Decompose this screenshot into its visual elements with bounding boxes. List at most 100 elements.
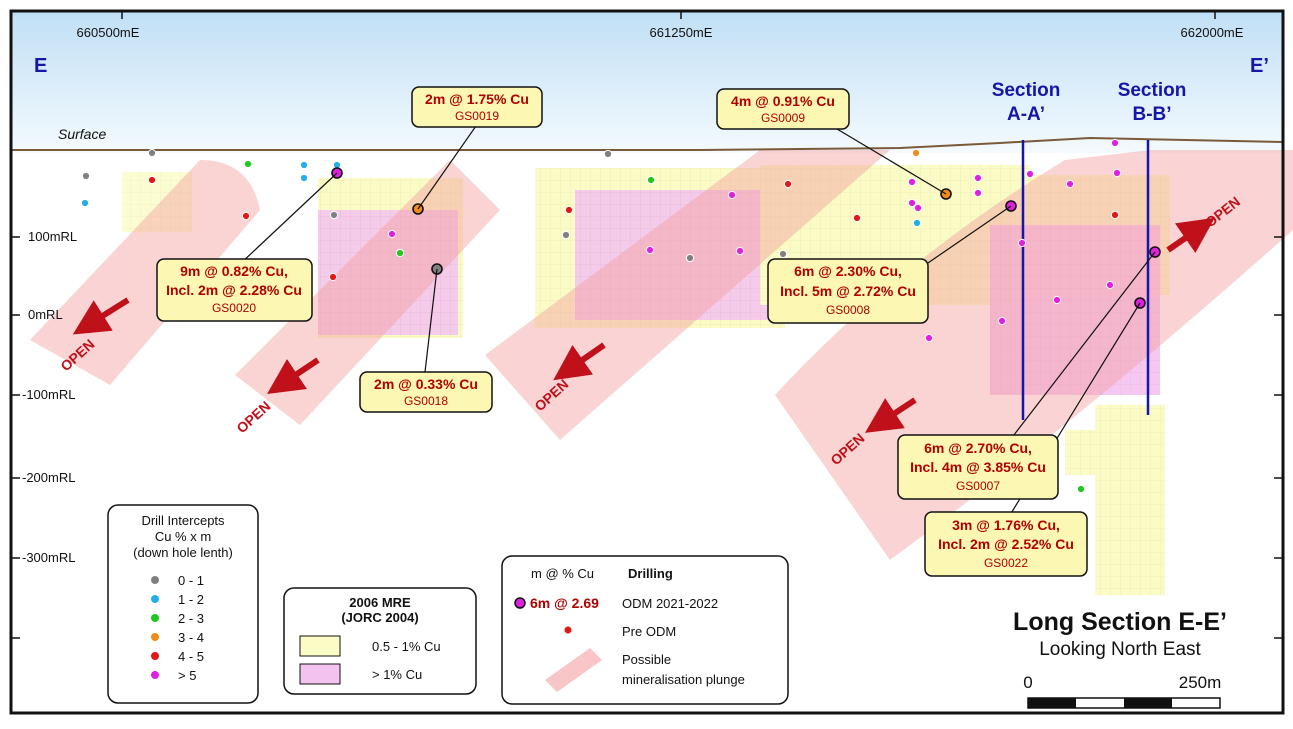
drill-intercept-dot [328, 272, 338, 282]
rl-label: 0mRL [28, 307, 63, 322]
callout-hole-id: GS0019 [455, 109, 499, 123]
drill-intercept-dot [299, 173, 309, 183]
rl-label: -300mRL [22, 550, 75, 565]
drill-intercept-dot [1110, 210, 1120, 220]
drill-intercept-dot [1017, 238, 1027, 248]
plunge-swatch [545, 648, 602, 692]
callout-gs0007: 6m @ 2.70% Cu, Incl. 4m @ 3.85% Cu GS000… [897, 434, 1059, 500]
legend-item-label: 0.5 - 1% Cu [372, 639, 441, 654]
legend-intercept-dot [151, 671, 159, 679]
legend-title: (JORC 2004) [341, 610, 418, 625]
surface-line [11, 136, 1284, 151]
drill-intercept-dot [685, 253, 695, 263]
drill-intercept-dot [1025, 169, 1035, 179]
legend-odm-label: ODM 2021-2022 [622, 596, 718, 611]
callout-result: 6m @ 2.70% Cu, [924, 440, 1032, 456]
odm-symbol [514, 597, 526, 609]
map-frame [9, 9, 1285, 715]
rl-label: -200mRL [22, 470, 75, 485]
legend-item-label: > 1% Cu [372, 667, 422, 682]
drill-intercept-dot [241, 211, 251, 221]
legend-header: Drilling [628, 566, 673, 581]
drill-intercept-dot [907, 177, 917, 187]
legend-intercept-dot [151, 652, 159, 660]
easting-label: 662000mE [1181, 25, 1244, 40]
drill-intercept-dot [1052, 295, 1062, 305]
callout-result: 2m @ 0.33% Cu [374, 376, 478, 392]
legend-swatch-yellow [299, 635, 341, 657]
callout-hole-id: GS0020 [212, 301, 256, 315]
callout-result-incl: Incl. 2m @ 2.52% Cu [938, 536, 1074, 552]
scale-start-label: 0 [1023, 673, 1032, 692]
legend-drill-intercepts: Drill Intercepts Cu % x m (down hole len… [107, 504, 259, 704]
section-end-label: E [34, 55, 47, 77]
callout-result: 2m @ 1.75% Cu [425, 91, 529, 107]
legend-drilling: m @ % Cu Drilling 6m @ 2.69 ODM 2021-202… [501, 555, 789, 705]
easting-label: 661250mE [650, 25, 713, 40]
callout-result: 6m @ 2.30% Cu, [794, 263, 902, 279]
callout-gs0019: 2m @ 1.75% Cu GS0019 [411, 86, 543, 128]
drill-intercept-dot [997, 316, 1007, 326]
legend-plunge-label: Possible [622, 652, 671, 667]
legend-intercept-dot [151, 595, 159, 603]
drill-intercept-dot [329, 210, 339, 220]
drill-intercept-dot [1105, 280, 1115, 290]
scale-end-label: 250m [1179, 673, 1222, 692]
callout-hole-id: GS0009 [761, 111, 805, 125]
callout-result: 9m @ 0.82% Cu, [180, 263, 288, 279]
callout-hole-id: GS0008 [826, 303, 870, 317]
callout-result: 4m @ 0.91% Cu [731, 93, 835, 109]
drill-intercept-dot [1112, 168, 1122, 178]
drill-intercept-dot [80, 198, 90, 208]
callout-result-incl: Incl. 2m @ 2.28% Cu [166, 282, 302, 298]
drill-intercept-dot [645, 245, 655, 255]
drill-intercept-dot [852, 213, 862, 223]
callout-result-incl: Incl. 5m @ 2.72% Cu [780, 283, 916, 299]
callout-result: 3m @ 1.76% Cu, [952, 517, 1060, 533]
drill-intercept-dot [778, 249, 788, 259]
legend-title: Drill Intercepts [141, 513, 225, 528]
legend-title: Cu % x m [155, 529, 211, 544]
drill-intercept-dot [147, 175, 157, 185]
callout-hole-id: GS0018 [404, 394, 448, 408]
drill-intercept-dot [387, 229, 397, 239]
callout-result-incl: Incl. 4m @ 3.85% Cu [910, 459, 1046, 475]
drill-intercept-dot [603, 149, 613, 159]
legend-intercept-label: 3 - 4 [178, 630, 204, 645]
drill-intercept-dot [564, 205, 574, 215]
callout-gs0020: 9m @ 0.82% Cu, Incl. 2m @ 2.28% Cu GS002… [156, 258, 313, 322]
drill-intercept-dot [81, 171, 91, 181]
callout-hole-id: GS0007 [956, 479, 1000, 493]
section-label: A-A’ [1007, 104, 1045, 125]
legend-intercept-dot [151, 633, 159, 641]
drill-intercept-dot [395, 248, 405, 258]
intercept-callouts: 2m @ 1.75% Cu GS0019 4m @ 0.91% Cu GS000… [156, 86, 1088, 577]
surface-label: Surface [58, 126, 106, 142]
legend-header: m @ % Cu [531, 566, 594, 581]
drill-intercept-dot [1065, 179, 1075, 189]
drill-intercept-dot [973, 173, 983, 183]
drill-intercept-dot [911, 148, 921, 158]
callout-gs0008: 6m @ 2.30% Cu, Incl. 5m @ 2.72% Cu GS000… [767, 258, 929, 324]
drill-intercept-dot [912, 218, 922, 228]
drill-intercept-dot [907, 198, 917, 208]
figure-title: Long Section E-E’ [1013, 608, 1227, 636]
rl-label: -100mRL [22, 387, 75, 402]
legend-intercept-label: 0 - 1 [178, 573, 204, 588]
legend-swatch-pink [299, 663, 341, 685]
rl-label: 100mRL [28, 229, 77, 244]
legend-intercept-label: > 5 [178, 668, 196, 683]
figure-subtitle: Looking North East [1039, 639, 1201, 660]
drill-intercept-dot [561, 230, 571, 240]
legend-pre-label: Pre ODM [622, 624, 676, 639]
drill-intercept-dot [1076, 484, 1086, 494]
easting-label: 660500mE [77, 25, 140, 40]
callout-gs0018: 2m @ 0.33% Cu GS0018 [359, 371, 493, 413]
section-label: Section [1118, 80, 1187, 101]
callout-hole-id: GS0022 [984, 556, 1028, 570]
legend-intercept-label: 4 - 5 [178, 649, 204, 664]
section-label: B-B’ [1132, 104, 1171, 125]
legend-title: 2006 MRE [349, 595, 411, 610]
